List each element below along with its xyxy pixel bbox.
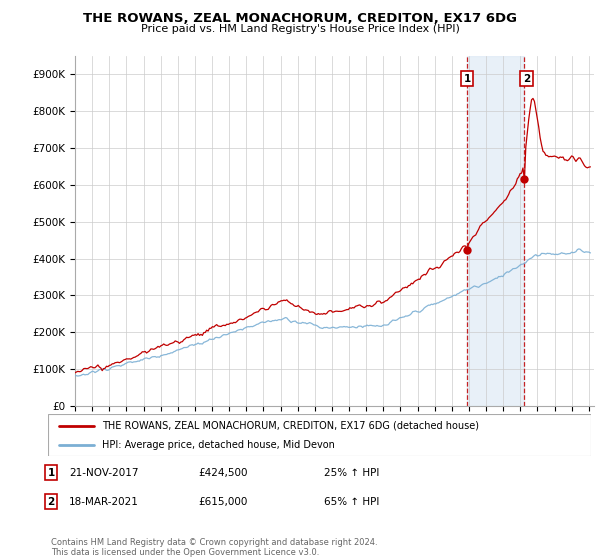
- Text: THE ROWANS, ZEAL MONACHORUM, CREDITON, EX17 6DG (detached house): THE ROWANS, ZEAL MONACHORUM, CREDITON, E…: [103, 421, 479, 431]
- Text: Contains HM Land Registry data © Crown copyright and database right 2024.
This d: Contains HM Land Registry data © Crown c…: [51, 538, 377, 557]
- Text: THE ROWANS, ZEAL MONACHORUM, CREDITON, EX17 6DG: THE ROWANS, ZEAL MONACHORUM, CREDITON, E…: [83, 12, 517, 25]
- Text: 2: 2: [47, 497, 55, 507]
- Text: 1: 1: [47, 468, 55, 478]
- Text: 1: 1: [464, 74, 471, 84]
- Bar: [467, 56, 524, 406]
- Text: Price paid vs. HM Land Registry's House Price Index (HPI): Price paid vs. HM Land Registry's House …: [140, 24, 460, 34]
- Text: 25% ↑ HPI: 25% ↑ HPI: [324, 468, 379, 478]
- Text: 65% ↑ HPI: 65% ↑ HPI: [324, 497, 379, 507]
- Text: HPI: Average price, detached house, Mid Devon: HPI: Average price, detached house, Mid …: [103, 440, 335, 450]
- Text: 21-NOV-2017: 21-NOV-2017: [69, 468, 139, 478]
- Text: 2: 2: [523, 74, 530, 84]
- Text: £615,000: £615,000: [198, 497, 247, 507]
- Text: £424,500: £424,500: [198, 468, 248, 478]
- Text: 18-MAR-2021: 18-MAR-2021: [69, 497, 139, 507]
